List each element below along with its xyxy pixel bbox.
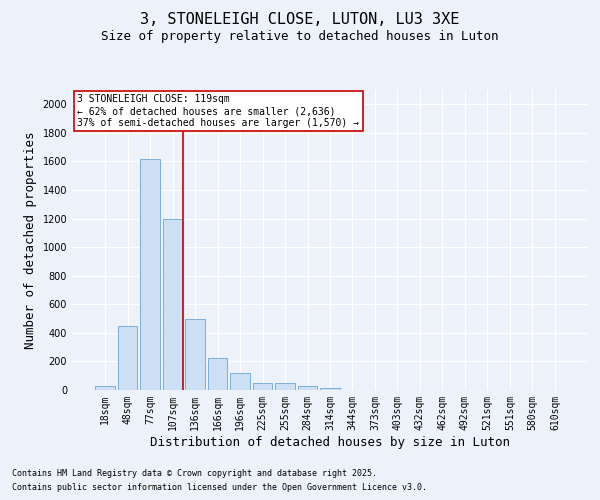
Bar [298,386,317,390]
Bar [185,318,205,390]
Bar [275,383,295,390]
Text: Contains public sector information licensed under the Open Government Licence v3: Contains public sector information licen… [12,484,427,492]
Y-axis label: Number of detached properties: Number of detached properties [24,131,37,349]
Bar [140,158,160,390]
Text: Size of property relative to detached houses in Luton: Size of property relative to detached ho… [101,30,499,43]
Text: Contains HM Land Registry data © Crown copyright and database right 2025.: Contains HM Land Registry data © Crown c… [12,468,377,477]
Bar [95,386,115,390]
Bar [230,373,250,390]
Text: 3 STONELEIGH CLOSE: 119sqm
← 62% of detached houses are smaller (2,636)
37% of s: 3 STONELEIGH CLOSE: 119sqm ← 62% of deta… [77,94,359,128]
Bar [118,326,137,390]
Bar [253,383,272,390]
X-axis label: Distribution of detached houses by size in Luton: Distribution of detached houses by size … [150,436,510,448]
Text: 3, STONELEIGH CLOSE, LUTON, LU3 3XE: 3, STONELEIGH CLOSE, LUTON, LU3 3XE [140,12,460,28]
Bar [163,218,182,390]
Bar [208,358,227,390]
Bar [320,388,340,390]
